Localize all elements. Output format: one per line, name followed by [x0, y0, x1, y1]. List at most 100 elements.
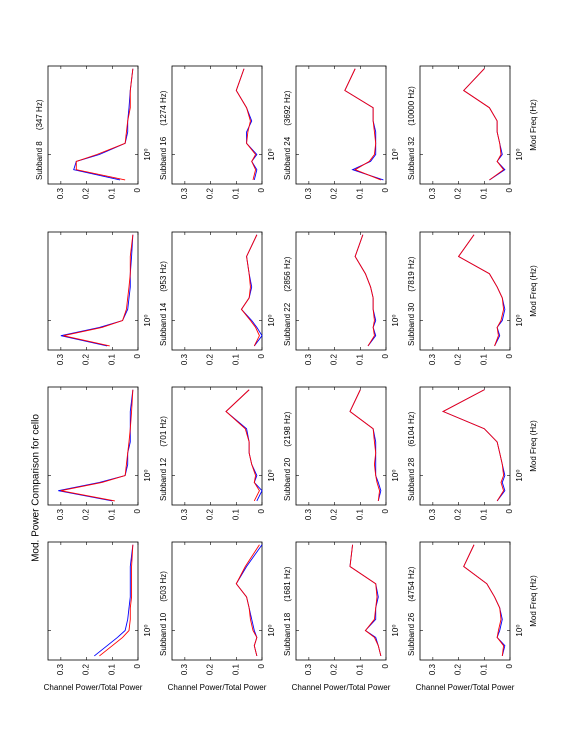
y-tick-label: 0.2 [330, 187, 339, 199]
y-tick-label: 0 [505, 663, 514, 668]
x-tick-label: 10⁰ [143, 469, 152, 481]
subplot-title: Subband 14 (953 Hz) [159, 261, 168, 346]
data-line [73, 68, 134, 181]
plot-frame [171, 231, 263, 351]
x-tick-label: 10⁰ [143, 624, 152, 636]
y-tick-label: 0.1 [355, 508, 364, 520]
y-tick-label: 0.1 [479, 508, 488, 520]
subplot-title: Subband 10 (503 Hz) [159, 571, 168, 656]
x-tick-label: 10⁰ [143, 148, 152, 160]
x-tick-label: 10⁰ [391, 148, 400, 160]
data-line [344, 68, 382, 181]
data-line [235, 68, 257, 181]
subplot-title: Subband 30 (7819 Hz) [407, 256, 416, 346]
y-tick-label: 0 [133, 508, 142, 513]
y-axis-label: Channel Power/Total Power [292, 683, 391, 692]
data-line [349, 389, 381, 501]
y-tick-label: 0.1 [107, 187, 116, 199]
y-tick-label: 0 [505, 353, 514, 358]
y-tick-label: 0.1 [231, 508, 240, 520]
y-tick-label: 0.2 [82, 508, 91, 520]
y-axis-label: Channel Power/Total Power [416, 683, 515, 692]
y-tick-label: 0.1 [355, 187, 364, 199]
y-tick-label: 0 [133, 663, 142, 668]
x-tick-label: 10⁰ [515, 314, 524, 326]
plot-frame [295, 386, 387, 506]
x-axis-label: Mod Freq (Hz) [529, 420, 538, 472]
y-tick-label: 0.1 [107, 663, 116, 675]
data-line [349, 544, 382, 657]
data-line [94, 544, 134, 657]
y-tick-label: 0 [257, 353, 266, 358]
y-tick-label: 0 [381, 663, 390, 668]
x-tick-label: 10⁰ [143, 314, 152, 326]
data-line [75, 68, 134, 181]
y-tick-label: 0.1 [355, 353, 364, 365]
subplot-title: Subband 8 (347 Hz) [35, 99, 44, 180]
y-tick-label: 0.3 [56, 508, 65, 520]
y-tick-label: 0.1 [107, 508, 116, 520]
y-tick-label: 0.2 [454, 663, 463, 675]
y-axis-label: Channel Power/Total Power [168, 683, 267, 692]
y-tick-label: 0.2 [82, 187, 91, 199]
x-tick-label: 10⁰ [391, 314, 400, 326]
plot-frame [295, 65, 387, 185]
plot-frame [419, 386, 511, 506]
y-tick-label: 0.2 [454, 353, 463, 365]
y-tick-label: 0.3 [428, 663, 437, 675]
y-tick-label: 0.2 [82, 663, 91, 675]
plot-frame [419, 541, 511, 661]
x-axis-label: Mod Freq (Hz) [529, 99, 538, 151]
y-tick-label: 0.2 [454, 187, 463, 199]
y-tick-label: 0.1 [231, 187, 240, 199]
subplot-title: Subband 22 (2856 Hz) [283, 256, 292, 346]
plot-frame [47, 231, 139, 351]
data-line [354, 234, 375, 347]
y-tick-label: 0.2 [206, 187, 215, 199]
y-tick-label: 0.2 [330, 353, 339, 365]
x-tick-label: 10⁰ [515, 624, 524, 636]
y-tick-label: 0.2 [206, 508, 215, 520]
y-tick-label: 0.1 [479, 187, 488, 199]
data-line [60, 389, 134, 502]
y-tick-label: 0 [257, 663, 266, 668]
plot-frame [295, 541, 387, 661]
y-tick-label: 0 [133, 187, 142, 192]
subplot-title: Subband 12 (701 Hz) [159, 416, 168, 501]
subplot-title: Subband 26 (4754 Hz) [407, 566, 416, 656]
data-line [463, 544, 505, 656]
y-tick-label: 0.2 [82, 353, 91, 365]
subplot-title: Subband 24 (3692 Hz) [283, 90, 292, 180]
y-tick-label: 0 [257, 508, 266, 513]
plot-frame [419, 65, 511, 185]
y-tick-label: 0.3 [428, 187, 437, 199]
data-line [63, 234, 134, 347]
y-tick-label: 0.3 [180, 187, 189, 199]
data-line [457, 234, 505, 347]
y-tick-label: 0.3 [428, 353, 437, 365]
y-tick-label: 0.3 [180, 508, 189, 520]
plot-frame [47, 541, 139, 661]
y-tick-label: 0.3 [428, 508, 437, 520]
y-tick-label: 0.1 [479, 353, 488, 365]
plot-frame [171, 541, 263, 661]
x-tick-label: 10⁰ [515, 148, 524, 160]
y-tick-label: 0.3 [180, 663, 189, 675]
y-tick-label: 0.3 [180, 353, 189, 365]
y-tick-label: 0.2 [454, 508, 463, 520]
figure-title: Mod. Power Comparison for cello [31, 414, 42, 562]
y-tick-label: 0.3 [304, 508, 313, 520]
y-tick-label: 0.1 [479, 663, 488, 675]
data-line [463, 68, 505, 181]
x-axis-label: Mod Freq (Hz) [529, 575, 538, 627]
plot-frame [47, 386, 139, 506]
data-line [60, 234, 134, 347]
x-tick-label: 10⁰ [267, 148, 276, 160]
y-tick-label: 0.2 [330, 508, 339, 520]
y-tick-label: 0.3 [56, 353, 65, 365]
y-tick-label: 0.3 [56, 663, 65, 675]
data-line [225, 389, 260, 502]
x-tick-label: 10⁰ [515, 469, 524, 481]
